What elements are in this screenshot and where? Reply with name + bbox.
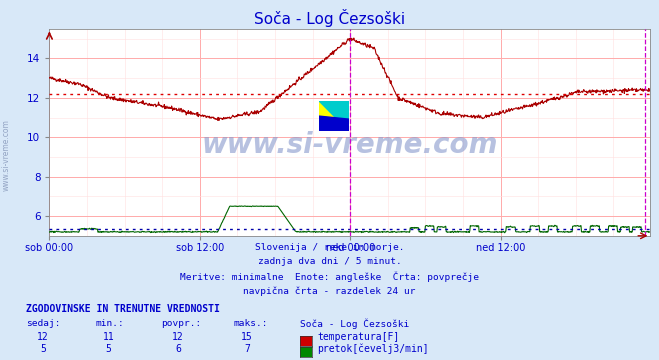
Text: www.si-vreme.com: www.si-vreme.com [202,131,498,159]
Text: Soča - Log Čezsoški: Soča - Log Čezsoški [300,319,409,329]
Text: 7: 7 [244,344,250,354]
Text: Soča - Log Čezsoški: Soča - Log Čezsoški [254,9,405,27]
Text: ZGODOVINSKE IN TRENUTNE VREDNOSTI: ZGODOVINSKE IN TRENUTNE VREDNOSTI [26,304,220,314]
Text: temperatura[F]: temperatura[F] [317,332,399,342]
Text: Meritve: minimalne  Enote: angleške  Črta: povprečje: Meritve: minimalne Enote: angleške Črta:… [180,272,479,282]
Text: maks.:: maks.: [234,319,268,328]
Text: zadnja dva dni / 5 minut.: zadnja dva dni / 5 minut. [258,257,401,266]
Text: navpična črta - razdelek 24 ur: navpična črta - razdelek 24 ur [243,286,416,296]
Text: 5: 5 [40,344,45,354]
Polygon shape [319,101,349,131]
Text: 11: 11 [103,332,115,342]
Text: min.:: min.: [96,319,125,328]
Text: 6: 6 [175,344,181,354]
Text: 12: 12 [37,332,49,342]
Polygon shape [319,116,349,131]
Text: sedaj:: sedaj: [26,319,61,328]
Text: 15: 15 [241,332,253,342]
Text: 12: 12 [172,332,184,342]
Text: 5: 5 [106,344,111,354]
Text: pretok[čevelj3/min]: pretok[čevelj3/min] [317,344,428,354]
Text: povpr.:: povpr.: [161,319,202,328]
Text: Slovenija / reke in morje.: Slovenija / reke in morje. [255,243,404,252]
Polygon shape [319,101,349,131]
Text: www.si-vreme.com: www.si-vreme.com [2,119,11,191]
